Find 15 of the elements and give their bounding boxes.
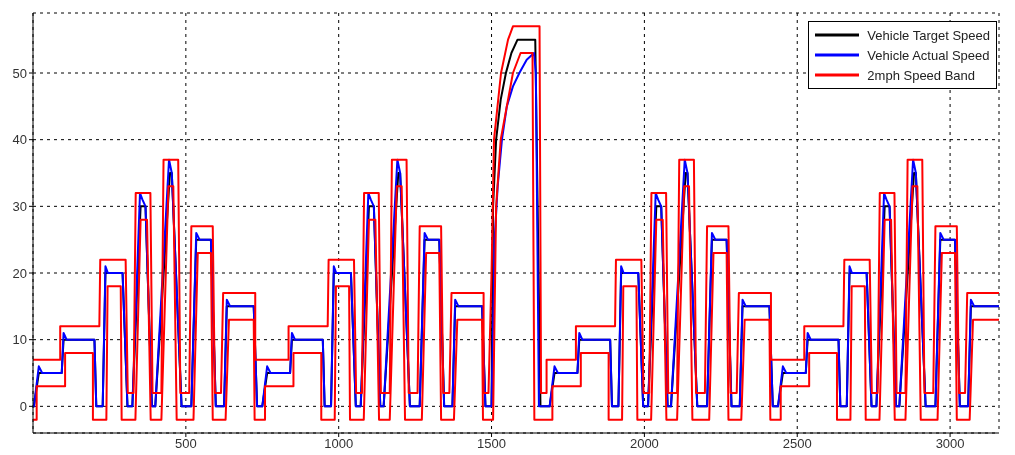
x-tick-label: 3000 <box>935 436 965 452</box>
y-tick-label: 30 <box>12 198 27 214</box>
legend-label: Vehicle Target Speed <box>867 27 990 43</box>
legend-label: 2mph Speed Band <box>867 67 976 83</box>
x-tick-label: 2500 <box>782 436 812 452</box>
x-tick-label: 2000 <box>629 436 659 452</box>
x-tick-label: 500 <box>175 436 197 452</box>
y-tick-label: 0 <box>19 398 27 414</box>
y-tick-label: 20 <box>12 265 27 281</box>
x-tick-label: 1500 <box>477 436 507 452</box>
legend-label: Vehicle Actual Speed <box>867 47 990 63</box>
y-tick-label: 50 <box>12 65 27 81</box>
y-tick-label: 40 <box>12 132 27 148</box>
x-tick-label: 1000 <box>324 436 354 452</box>
y-tick-label: 10 <box>12 332 27 348</box>
